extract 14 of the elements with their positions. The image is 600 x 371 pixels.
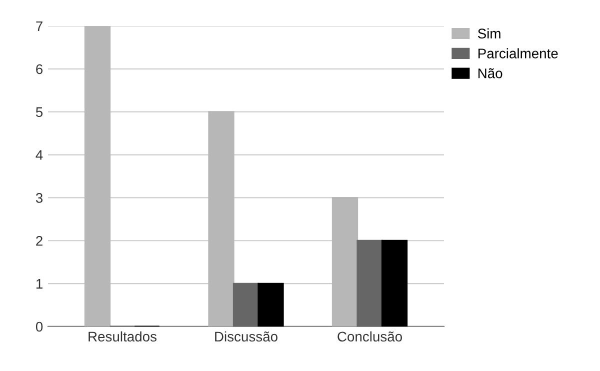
x-tick-label: Resultados — [88, 331, 156, 342]
x-tick-label: Discussão — [215, 331, 278, 342]
legend-label: Parcialmente — [478, 48, 558, 58]
y-tick-label: 4 — [36, 150, 43, 160]
x-tick-label: Conclusão — [338, 331, 402, 342]
legend-label: Sim — [478, 28, 500, 38]
legend-label: Não — [478, 68, 502, 78]
y-tick-label: 0 — [36, 322, 43, 332]
y-tick-label: 2 — [36, 236, 42, 246]
y-tick-label: 3 — [36, 193, 43, 203]
y-tick-label: 6 — [36, 64, 43, 74]
y-tick-label: 1 — [36, 279, 42, 289]
y-tick-label: 7 — [36, 21, 42, 32]
y-tick-label: 5 — [36, 107, 43, 117]
